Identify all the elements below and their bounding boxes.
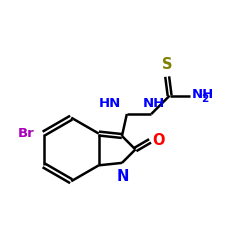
Text: NH: NH bbox=[192, 88, 214, 101]
Text: HN: HN bbox=[99, 96, 122, 110]
Text: NH: NH bbox=[143, 96, 165, 110]
Text: O: O bbox=[152, 134, 165, 148]
Text: N: N bbox=[117, 169, 129, 184]
Text: 2: 2 bbox=[202, 94, 209, 104]
Text: Br: Br bbox=[18, 127, 34, 140]
Text: S: S bbox=[162, 57, 172, 72]
